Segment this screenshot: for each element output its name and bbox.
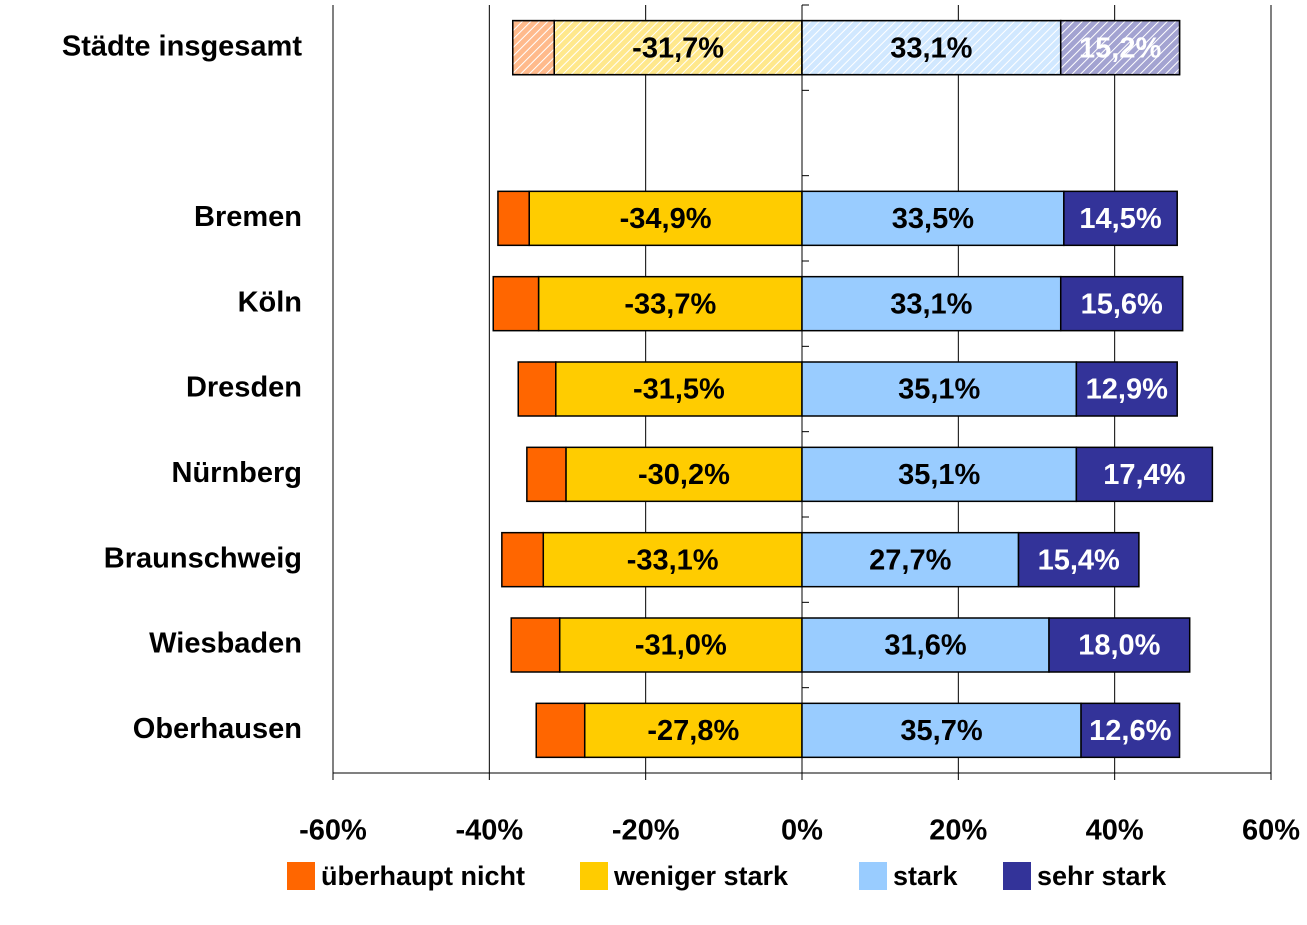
- legend-swatch: [859, 862, 887, 890]
- value-label: -33,7%: [624, 288, 716, 320]
- value-label: -31,7%: [632, 32, 724, 64]
- bar-segment: [497, 190, 530, 247]
- x-tick-label: -20%: [612, 815, 680, 847]
- value-label: 12,6%: [1089, 715, 1171, 747]
- bar-segment: [801, 446, 1078, 503]
- value-label: -34,9%: [620, 203, 712, 235]
- bar-hatch: [1059, 19, 1181, 76]
- bar-segment: [517, 361, 557, 417]
- y-tick-label: Braunschweig: [104, 542, 302, 574]
- bar-segment: [528, 190, 803, 247]
- value-label: 15,4%: [1038, 544, 1120, 576]
- value-label: 27,7%: [869, 544, 951, 576]
- bar-segment: [1075, 361, 1178, 417]
- y-tick-label: Dresden: [186, 372, 302, 404]
- value-label: 31,6%: [884, 630, 966, 662]
- x-tick-label: -60%: [299, 815, 367, 847]
- bar-segment: [526, 446, 567, 503]
- x-tick-label: 40%: [1086, 815, 1144, 847]
- value-label: -31,0%: [635, 630, 727, 662]
- bar-segment: [1017, 531, 1140, 588]
- bar-segment: [501, 531, 545, 588]
- bar-hatch: [553, 19, 803, 76]
- bar-segment: [801, 617, 1050, 673]
- bar-segment: [555, 361, 803, 417]
- x-tick-label: 60%: [1242, 815, 1300, 847]
- bar-segment: [510, 617, 561, 673]
- value-label: 35,7%: [900, 715, 982, 747]
- bar-segment: [801, 702, 1082, 759]
- y-tick-label: Köln: [238, 286, 302, 318]
- value-label: -33,1%: [627, 544, 719, 576]
- bar-segment: [801, 190, 1065, 247]
- legend-label: sehr stark: [1037, 861, 1167, 891]
- y-tick-label: Wiesbaden: [149, 628, 302, 660]
- bar-segment: [583, 702, 803, 759]
- y-tick-label: Bremen: [194, 201, 302, 233]
- legend-swatch: [580, 862, 608, 890]
- bar-segment: [801, 531, 1020, 588]
- value-label: 33,1%: [890, 32, 972, 64]
- bar-segment: [537, 275, 803, 332]
- bar-segment: [535, 702, 586, 759]
- value-label: 12,9%: [1086, 374, 1168, 406]
- legend-label: weniger stark: [613, 861, 789, 891]
- x-tick-label: 20%: [929, 815, 987, 847]
- value-label: -30,2%: [638, 459, 730, 491]
- legend-label: stark: [893, 861, 959, 891]
- bar-segment: [801, 361, 1078, 417]
- value-label: 14,5%: [1079, 203, 1161, 235]
- bar-segment: [1048, 617, 1191, 673]
- y-tick-label: Nürnberg: [172, 457, 303, 489]
- bar-hatch: [512, 19, 555, 76]
- value-label: 18,0%: [1078, 630, 1160, 662]
- bar-segment: [565, 446, 803, 503]
- legend-swatch: [287, 862, 315, 890]
- value-label: 15,6%: [1081, 288, 1163, 320]
- value-label: 33,5%: [892, 203, 974, 235]
- x-tick-label: -40%: [455, 815, 523, 847]
- y-tick-label: Oberhausen: [133, 713, 302, 745]
- bar-segment: [1075, 446, 1214, 503]
- x-tick-label: 0%: [781, 815, 823, 847]
- bar-segment: [1059, 275, 1184, 332]
- value-label: 15,2%: [1079, 32, 1161, 64]
- value-label: 17,4%: [1103, 459, 1185, 491]
- bar-segment: [1080, 702, 1181, 759]
- bar-segment: [492, 275, 540, 332]
- value-label: 35,1%: [898, 459, 980, 491]
- bar-segment: [1063, 190, 1178, 247]
- value-label: 35,1%: [898, 374, 980, 406]
- y-tick-label: Städte insgesamt: [62, 30, 302, 62]
- value-label: -27,8%: [647, 715, 739, 747]
- value-label: -31,5%: [633, 374, 725, 406]
- legend-label: überhaupt nicht: [321, 861, 525, 891]
- value-label: 33,1%: [890, 288, 972, 320]
- legend-swatch: [1003, 862, 1031, 890]
- bar-segment: [801, 275, 1062, 332]
